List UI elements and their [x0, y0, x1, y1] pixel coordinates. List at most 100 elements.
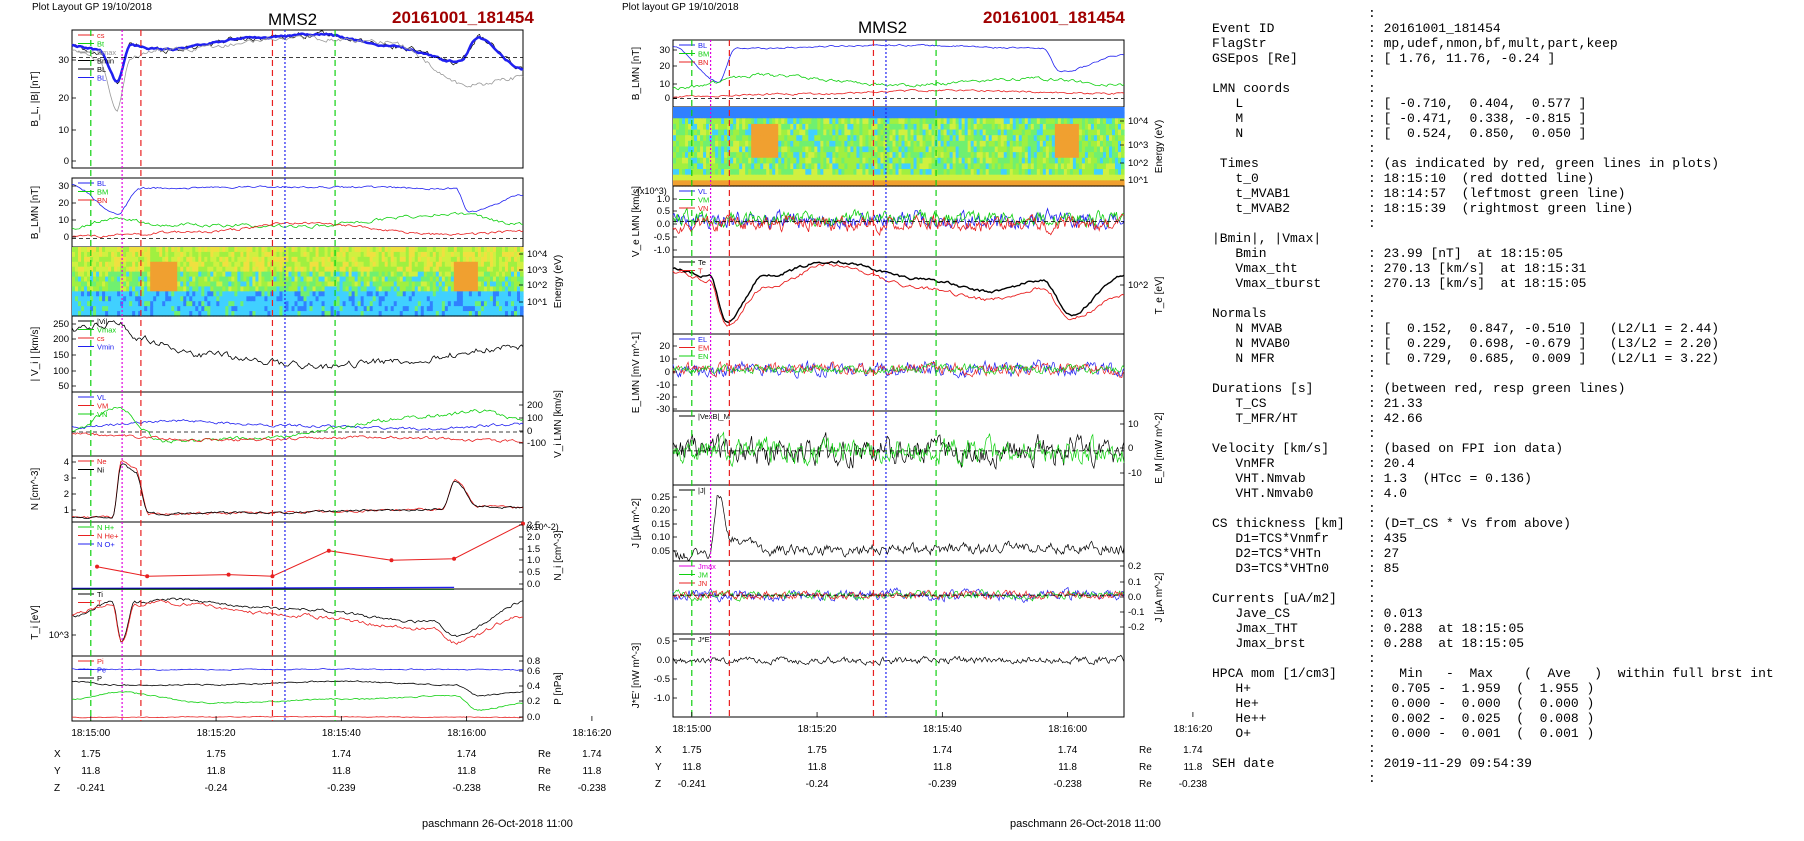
right-heatmap-cell [841, 123, 845, 131]
right-heatmap-cell [1075, 123, 1080, 131]
right-heatmap-cell [898, 123, 903, 131]
right-heatmap-cell [1021, 163, 1026, 170]
right-heatmap-cell [832, 180, 836, 187]
right-heatmap-cell [679, 129, 683, 136]
left-heatmap-cell [144, 247, 148, 253]
info-spacer [1259, 156, 1368, 171]
left-heatmap-cell [345, 276, 350, 283]
left-heatmap-cell [498, 281, 503, 288]
right-heatmap-cell [979, 180, 984, 187]
right-heatmap-cell [856, 135, 861, 142]
left-heatmap-cell [285, 281, 290, 288]
right-heatmap-cell [868, 135, 873, 142]
left-heatmap-cell [72, 296, 76, 302]
left-heatmap-cell [366, 271, 371, 278]
left-heatmap-cell [441, 296, 446, 302]
right-heatmap-cell [997, 107, 1002, 114]
left-heatmap-cell [276, 256, 281, 263]
left-heatmap-cell [312, 251, 317, 258]
right-heatmap-cell [1072, 140, 1077, 148]
right-heatmap-cell [1060, 152, 1065, 159]
right-heatmap-cell [970, 152, 975, 159]
left-heatmap-cell [408, 306, 413, 312]
right-panel-6: 100-10 E_M [mW m^-2]|VexB|_M [672, 410, 1165, 486]
right-heatmap-cell [712, 107, 716, 114]
right-heatmap-cell [1030, 112, 1035, 119]
left-heatmap-cell [288, 271, 293, 278]
right-heatmap-cell [853, 129, 858, 136]
left-heatmap-cell [360, 247, 365, 253]
left-panel-3: 10^410^310^210^1 Energy (eV) [71, 246, 564, 317]
right-heatmap-cell [967, 129, 972, 136]
right-heatmap-cell [730, 174, 734, 181]
right-heatmap-cell [1006, 146, 1011, 153]
right-heatmap-cell [1033, 140, 1038, 148]
right-heatmap-cell [1012, 129, 1017, 136]
left-heatmap-cell [132, 306, 136, 312]
left-heatmap-cell [189, 286, 193, 292]
right-heatmap-cell [856, 152, 861, 159]
left-heatmap-cell [303, 296, 308, 302]
left-heatmap-cell [315, 276, 320, 283]
right-heatmap-cell [1108, 112, 1113, 119]
left-heatmap-cell [375, 251, 380, 258]
left-heatmap-cell [108, 271, 112, 278]
left-heatmap-cell [345, 286, 350, 292]
right-heatmap-cell [682, 174, 686, 181]
left-heatmap-cell [441, 251, 446, 258]
right-heatmap-cell [856, 112, 861, 119]
left-heatmap-cell [492, 281, 497, 288]
left-heatmap-cell [168, 311, 172, 317]
left-heatmap-cell [264, 247, 269, 253]
right-heatmap-cell [1048, 152, 1053, 159]
right-heatmap-cell [811, 180, 815, 187]
left-heatmap-cell [468, 296, 473, 302]
left-heatmap-cell [294, 251, 299, 258]
right-heatmap-cell [805, 174, 809, 181]
right-panel-9-ytick-label: 0.0 [657, 655, 670, 666]
right-heatmap-cell [850, 146, 854, 153]
left-heatmap-cell [123, 251, 127, 258]
left-heatmap-cell [453, 256, 458, 263]
right-panel-1-series-2 [672, 72, 1125, 91]
right-heatmap-cell [964, 174, 969, 181]
right-panel-5-series-3 [672, 362, 1125, 375]
right-heatmap-cell [712, 174, 716, 181]
left-panel-9-series-2 [71, 680, 524, 697]
right-heatmap-cell [949, 107, 954, 114]
right-heatmap-cell [838, 129, 842, 136]
info-row: D3=TCS*VHTn0 : 85 [1212, 561, 1800, 576]
left-heatmap-cell [147, 247, 151, 253]
left-heatmap-cell [357, 251, 362, 258]
left-heatmap-cell [387, 276, 392, 283]
right-heatmap-cell [1015, 152, 1020, 159]
right-heatmap-cell [676, 112, 680, 119]
left-heatmap-cell [99, 256, 103, 263]
left-heatmap-cell [168, 256, 172, 263]
right-heatmap-cell [775, 152, 779, 159]
left-heatmap-cell [312, 261, 317, 268]
right-heatmap-cell [679, 152, 683, 159]
left-panel-2-legend-label: BL [97, 179, 106, 188]
right-heatmap-cell [841, 112, 845, 119]
right-heatmap-cell [838, 146, 842, 153]
left-heatmap-cell [468, 271, 473, 278]
right-heatmap-cell [913, 135, 918, 142]
left-heatmap-cell [435, 296, 440, 302]
right-heatmap-cell [1006, 140, 1011, 148]
left-heatmap-cell [339, 271, 344, 278]
left-heatmap-cell [441, 301, 446, 307]
left-heatmap-cell [327, 311, 332, 317]
info-row: Event ID : 20161001_181454 [1212, 21, 1800, 36]
right-heatmap-cell [952, 107, 957, 114]
right-heatmap-cell [1111, 140, 1116, 148]
info-spacer [1321, 231, 1368, 246]
right-heatmap-cell [982, 169, 987, 176]
left-heatmap-cell [147, 276, 151, 283]
left-heatmap-cell [513, 291, 518, 297]
right-heatmap-cell [718, 112, 722, 119]
left-heatmap-cell [234, 281, 238, 288]
left-heatmap-cell [396, 296, 401, 302]
left-heatmap-cell [105, 281, 109, 288]
left-heatmap-cell [225, 296, 229, 302]
